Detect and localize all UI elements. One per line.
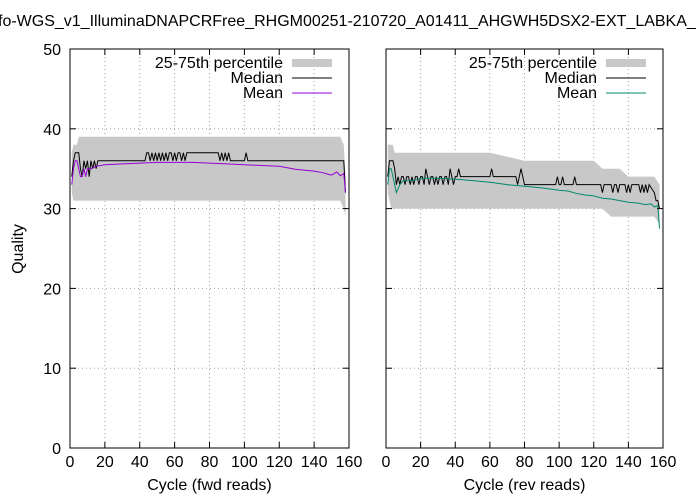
x-tick-label: 140 bbox=[615, 454, 642, 471]
mean-line bbox=[71, 160, 347, 193]
x-tick-label: 140 bbox=[301, 454, 328, 471]
x-tick-label: 120 bbox=[580, 454, 607, 471]
legend-label: Median bbox=[545, 70, 597, 87]
x-axis-label: Cycle (fwd reads) bbox=[147, 477, 271, 494]
y-tick-label: 50 bbox=[43, 42, 61, 59]
x-tick-label: 60 bbox=[166, 454, 184, 471]
median-line bbox=[387, 160, 661, 209]
x-tick-label: 20 bbox=[96, 454, 114, 471]
y-axis-label: Quality bbox=[10, 224, 27, 274]
x-tick-label: 40 bbox=[131, 454, 149, 471]
x-tick-label: 80 bbox=[201, 454, 219, 471]
mean-line bbox=[387, 168, 661, 229]
y-tick-label: 0 bbox=[52, 441, 61, 458]
x-axis-label: Cycle (rev reads) bbox=[464, 477, 586, 494]
chart-title: fo-WGS_v1_IlluminaDNAPCRFree_RHGM00251-2… bbox=[0, 13, 697, 30]
legend-swatch-band bbox=[292, 59, 332, 67]
right-panel: 0 20 40 60 80 100 120 140 160 Cycle (rev reads) 25… bbox=[382, 48, 677, 494]
x-tick-label: 100 bbox=[231, 454, 258, 471]
x-tick-label: 0 bbox=[382, 454, 391, 471]
legend-swatch-band bbox=[606, 59, 646, 67]
x-tick-label: 100 bbox=[546, 454, 573, 471]
legend-label: Median bbox=[231, 70, 283, 87]
legend-label: 25-75th percentile bbox=[469, 55, 597, 72]
x-tick-label: 20 bbox=[412, 454, 430, 471]
x-tick-label: 60 bbox=[481, 454, 499, 471]
x-tick-label: 160 bbox=[336, 454, 363, 471]
x-tick-label: 160 bbox=[650, 454, 677, 471]
percentile-band bbox=[387, 144, 660, 225]
x-tick-label: 40 bbox=[446, 454, 464, 471]
legend-label: Mean bbox=[557, 85, 597, 102]
percentile-band bbox=[71, 136, 346, 217]
y-tick-label: 40 bbox=[43, 122, 61, 139]
y-tick-label: 10 bbox=[43, 361, 61, 378]
legend-label: 25-75th percentile bbox=[155, 55, 283, 72]
left-panel: 0 10 20 30 40 50 0 20 40 60 80 100 120 140 160 Cycle (f… bbox=[43, 42, 362, 494]
x-tick-label: 120 bbox=[266, 454, 293, 471]
x-tick-label: 80 bbox=[516, 454, 534, 471]
y-tick-label: 20 bbox=[43, 281, 61, 298]
legend-label: Mean bbox=[243, 85, 283, 102]
y-tick-label: 30 bbox=[43, 202, 61, 219]
x-tick-label: 0 bbox=[66, 454, 75, 471]
